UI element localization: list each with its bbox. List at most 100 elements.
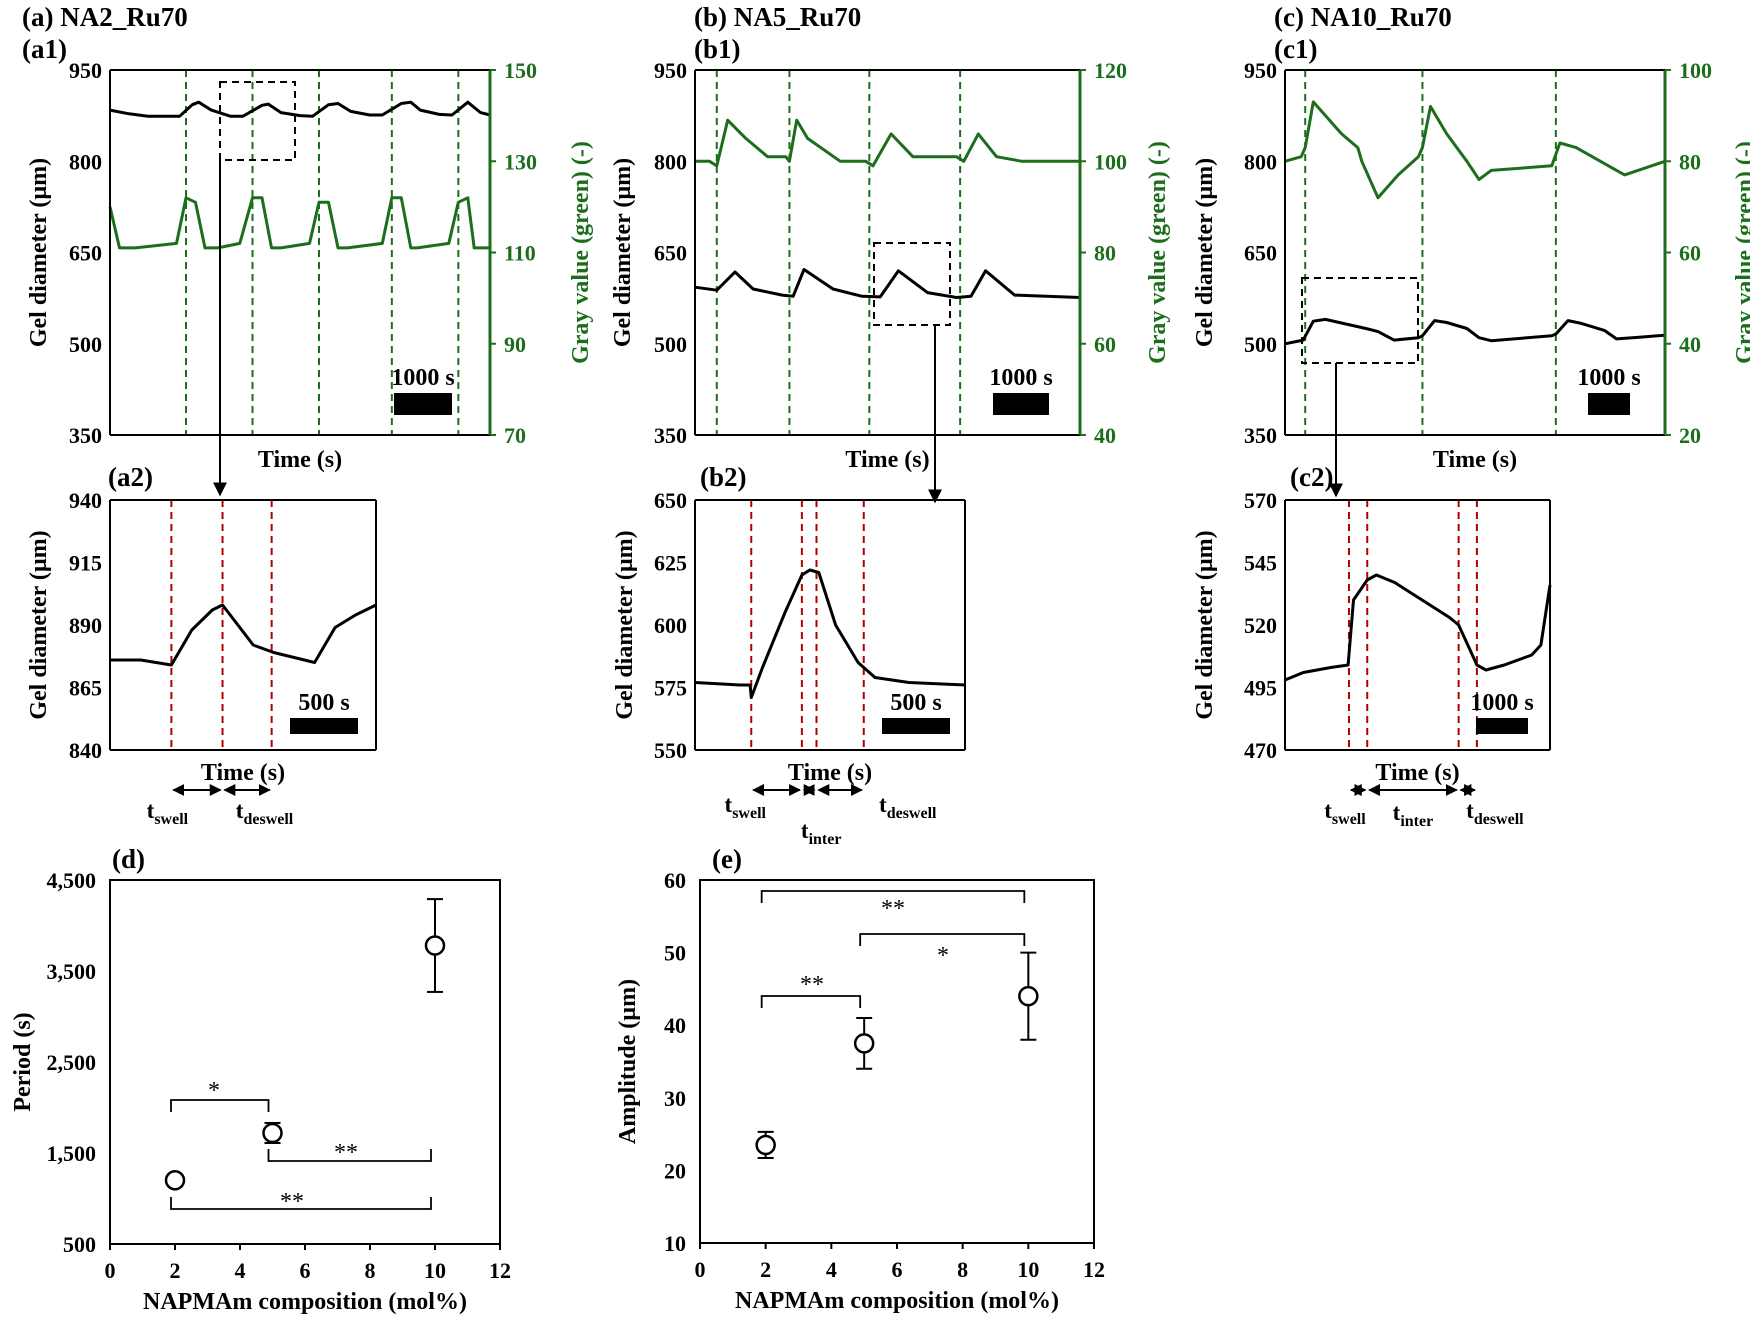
scale-bar <box>882 718 950 734</box>
interval-label-swell: tswell <box>725 792 767 822</box>
y-axis-label: Gel diameter (µm) <box>1192 530 1218 719</box>
y-tick-label: 60 <box>664 868 686 893</box>
data-point-1 <box>755 1134 776 1156</box>
x-tick-label: 0 <box>695 1257 706 1282</box>
gray-value-series <box>695 118 1080 168</box>
data-point-2 <box>853 1033 875 1054</box>
interval-label-deswell: tdeswell <box>1466 798 1524 828</box>
x-tick-label: 10 <box>1017 1257 1039 1282</box>
y-tick-label: 2,500 <box>47 1050 97 1075</box>
significance-label-2: * <box>937 943 949 969</box>
gel-diameter-series <box>1284 573 1552 682</box>
interval-label-main: t <box>236 798 244 823</box>
significance-label-3: ** <box>280 1189 304 1215</box>
y-tick-label: 890 <box>69 613 102 638</box>
x-tick-label: 6 <box>300 1258 311 1283</box>
scale-bar <box>394 393 452 415</box>
x-tick-label: 10 <box>424 1258 446 1283</box>
scale-bar <box>290 718 358 734</box>
scale-bar-label: 1000 s <box>1577 365 1640 391</box>
y2-tick-label: 40 <box>1679 332 1701 357</box>
gel-diameter-series <box>109 100 491 118</box>
y-tick-label: 495 <box>1244 676 1277 701</box>
x-axis-label: Time (s) <box>788 760 872 786</box>
panel-a-title: (a) NA2_Ru70 <box>22 2 188 32</box>
y-tick-label: 550 <box>654 738 687 763</box>
significance-bracket-2 <box>267 1149 432 1162</box>
y2-tick-label: 150 <box>504 58 537 83</box>
y-axis-label: Gel diameter (µm) <box>26 158 52 347</box>
y2-tick-label: 100 <box>1094 149 1127 174</box>
y-tick-label: 940 <box>69 488 102 513</box>
y2-tick-label: 100 <box>1679 58 1712 83</box>
y2-tick-label: 60 <box>1094 332 1116 357</box>
chart-d: 0 2 4 6 8 10 12 4,500 3,500 2,500 1,500 500 Period (… <box>10 868 511 1315</box>
panel-b1-label: (b1) <box>694 34 741 64</box>
significance-bracket-1 <box>170 1099 270 1112</box>
interval-label-main: t <box>1324 798 1332 823</box>
x-tick-label: 4 <box>826 1257 837 1282</box>
x-tick-label: 4 <box>235 1258 246 1283</box>
y-tick-label: 600 <box>654 613 687 638</box>
y-tick-label: 500 <box>63 1232 96 1257</box>
y-tick-label: 650 <box>654 488 687 513</box>
data-point-1 <box>164 1170 186 1191</box>
scale-bar <box>1476 718 1528 734</box>
panel-d-label: (d) <box>112 844 145 874</box>
chart-e: 0 2 4 6 8 10 12 60 50 40 30 20 10 Amplitude (µm) NAPMA… <box>615 868 1105 1314</box>
y-tick-label: 30 <box>664 1086 686 1111</box>
gel-diameter-series <box>1284 317 1666 346</box>
data-point-3 <box>424 935 446 956</box>
y-tick-label: 800 <box>1244 149 1277 174</box>
panel-a1-label: (a1) <box>22 34 67 64</box>
y-tick-label: 950 <box>69 58 102 83</box>
y-tick-label: 840 <box>69 738 102 763</box>
chart-b2: 650 625 600 575 550 Gel diameter (µm) Time (s)… <box>612 488 966 848</box>
y-tick-label: 1,500 <box>47 1141 97 1166</box>
y-tick-label: 350 <box>69 423 102 448</box>
y-tick-label: 800 <box>69 149 102 174</box>
y-tick-label: 650 <box>1244 241 1277 266</box>
panel-e-label: (e) <box>712 844 742 874</box>
x-tick-label: 8 <box>365 1258 376 1283</box>
y-tick-label: 950 <box>1244 58 1277 83</box>
gray-value-series <box>1284 100 1666 200</box>
y-tick-label: 20 <box>664 1158 686 1183</box>
interval-label-sub: deswell <box>887 805 937 822</box>
significance-bracket-2 <box>859 933 1026 946</box>
scale-bar <box>993 393 1049 415</box>
scale-bar-label: 1000 s <box>391 365 454 391</box>
x-axis-label: NAPMAm composition (mol%) <box>735 1288 1059 1314</box>
x-tick-label: 2 <box>170 1258 181 1283</box>
interval-label-sub: inter <box>809 831 842 848</box>
data-point-2 <box>262 1122 283 1144</box>
chart-c1: 950 800 650 500 350 100 80 60 40 20 Gel diameter (… <box>1192 58 1750 473</box>
y-tick-label: 625 <box>654 551 687 576</box>
x-axis-label: Time (s) <box>1433 447 1517 473</box>
y2-tick-label: 40 <box>1094 423 1116 448</box>
interval-label-deswell: tdeswell <box>879 792 937 822</box>
y2-tick-label: 20 <box>1679 423 1701 448</box>
y-axis-label: Amplitude (µm) <box>615 979 641 1144</box>
x-axis-label: Time (s) <box>201 760 285 786</box>
x-tick-label: 6 <box>892 1257 903 1282</box>
y2-tick-label: 110 <box>504 241 536 266</box>
y-tick-label: 500 <box>654 332 687 357</box>
y-tick-label: 545 <box>1244 551 1277 576</box>
y2-tick-label: 80 <box>1094 241 1116 266</box>
panel-b2-label: (b2) <box>700 462 747 492</box>
zoom-box <box>1301 277 1419 364</box>
y2-tick-label: 70 <box>504 423 526 448</box>
significance-bracket-3 <box>170 1197 432 1210</box>
scale-bar-label: 500 s <box>298 690 349 716</box>
significance-label-3: ** <box>881 896 905 922</box>
y-tick-label: 950 <box>654 58 687 83</box>
y2-tick-label: 60 <box>1679 241 1701 266</box>
y-tick-label: 570 <box>1244 488 1277 513</box>
panel-b-title: (b) NA5_Ru70 <box>694 2 861 32</box>
y-tick-label: 650 <box>69 241 102 266</box>
interval-label-sub: deswell <box>243 811 293 828</box>
interval-label-sub: swell <box>1332 811 1366 828</box>
interval-label-sub: swell <box>154 811 188 828</box>
y2-axis-label: Gray value (green) (-) <box>1145 141 1171 364</box>
